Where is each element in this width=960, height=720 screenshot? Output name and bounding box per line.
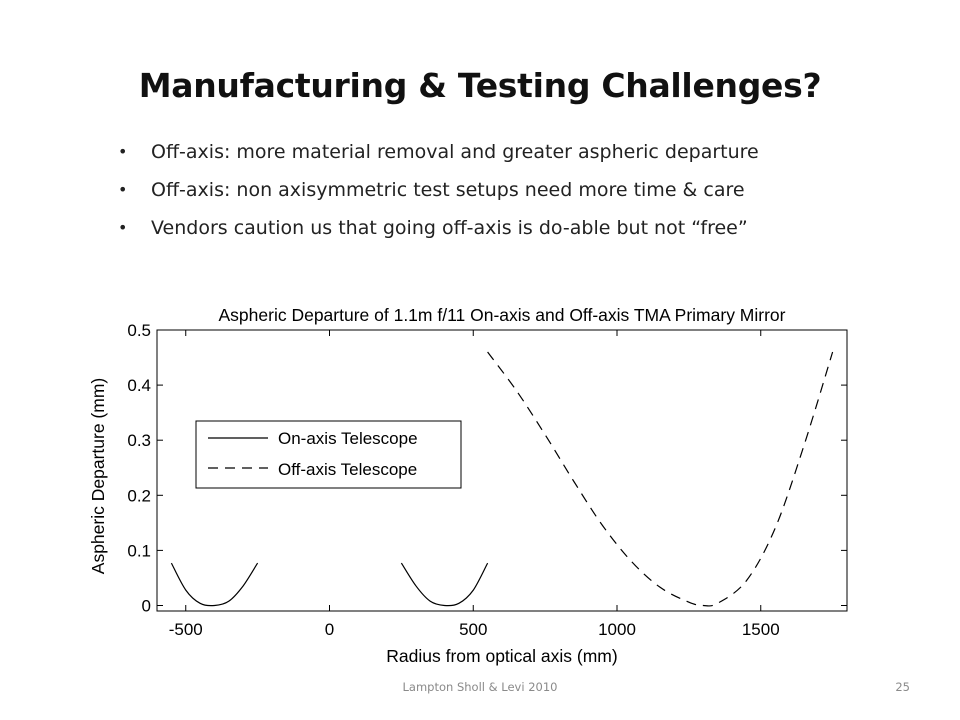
x-tick-label: 1500 <box>742 620 780 639</box>
on-axis-curve-0 <box>170 562 259 607</box>
bullet-text: Off-axis: non axisymmetric test setups n… <box>151 179 745 201</box>
plot-frame <box>156 329 848 612</box>
page-number: 25 <box>895 680 910 694</box>
x-axis-label: Radius from optical axis (mm) <box>386 646 617 666</box>
on-axis-curve-1 <box>400 562 489 607</box>
chart-title: Aspheric Departure of 1.1m f/11 On-axis … <box>219 305 786 325</box>
bullet-text: Off-axis: more material removal and grea… <box>151 141 759 163</box>
legend: On-axis Telescope Off-axis Telescope <box>195 420 462 489</box>
bullet-dot: • <box>118 180 128 199</box>
x-tick-label: 1000 <box>598 620 636 639</box>
bullet-item: • Off-axis: more material removal and gre… <box>118 133 759 171</box>
bullet-dot: • <box>118 142 128 161</box>
x-axis: -500 0 500 1000 1500 <box>169 330 780 639</box>
off-axis-curve-0 <box>487 351 834 607</box>
y-axis: 0 0.1 0.2 0.3 0.4 0.5 <box>127 321 847 615</box>
bullet-list: • Off-axis: more material removal and gre… <box>118 133 759 247</box>
footer-citation: Lampton Sholl & Levi 2010 <box>402 680 558 694</box>
bullet-dot: • <box>118 218 128 237</box>
bullet-item: • Off-axis: non axisymmetric test setups … <box>118 171 759 209</box>
y-axis-label: Aspheric Departure (mm) <box>88 378 108 574</box>
legend-label-off-axis: Off-axis Telescope <box>278 460 417 479</box>
legend-box <box>195 420 462 489</box>
y-tick-label: 0.5 <box>127 321 151 340</box>
y-tick-label: 0.4 <box>127 376 151 395</box>
y-tick-label: 0.1 <box>127 541 151 560</box>
y-tick-label: 0.3 <box>127 431 151 450</box>
plot-lines <box>170 351 834 607</box>
x-tick-label: 0 <box>325 620 334 639</box>
slide-title: Manufacturing & Testing Challenges? <box>138 66 822 105</box>
x-tick-label: -500 <box>169 620 203 639</box>
y-tick-label: 0 <box>142 596 151 615</box>
bullet-text: Vendors caution us that going off-axis i… <box>151 217 748 239</box>
bullet-item: • Vendors caution us that going off-axis … <box>118 209 759 247</box>
y-tick-label: 0.2 <box>127 486 151 505</box>
legend-label-on-axis: On-axis Telescope <box>278 429 418 448</box>
x-tick-label: 500 <box>459 620 487 639</box>
